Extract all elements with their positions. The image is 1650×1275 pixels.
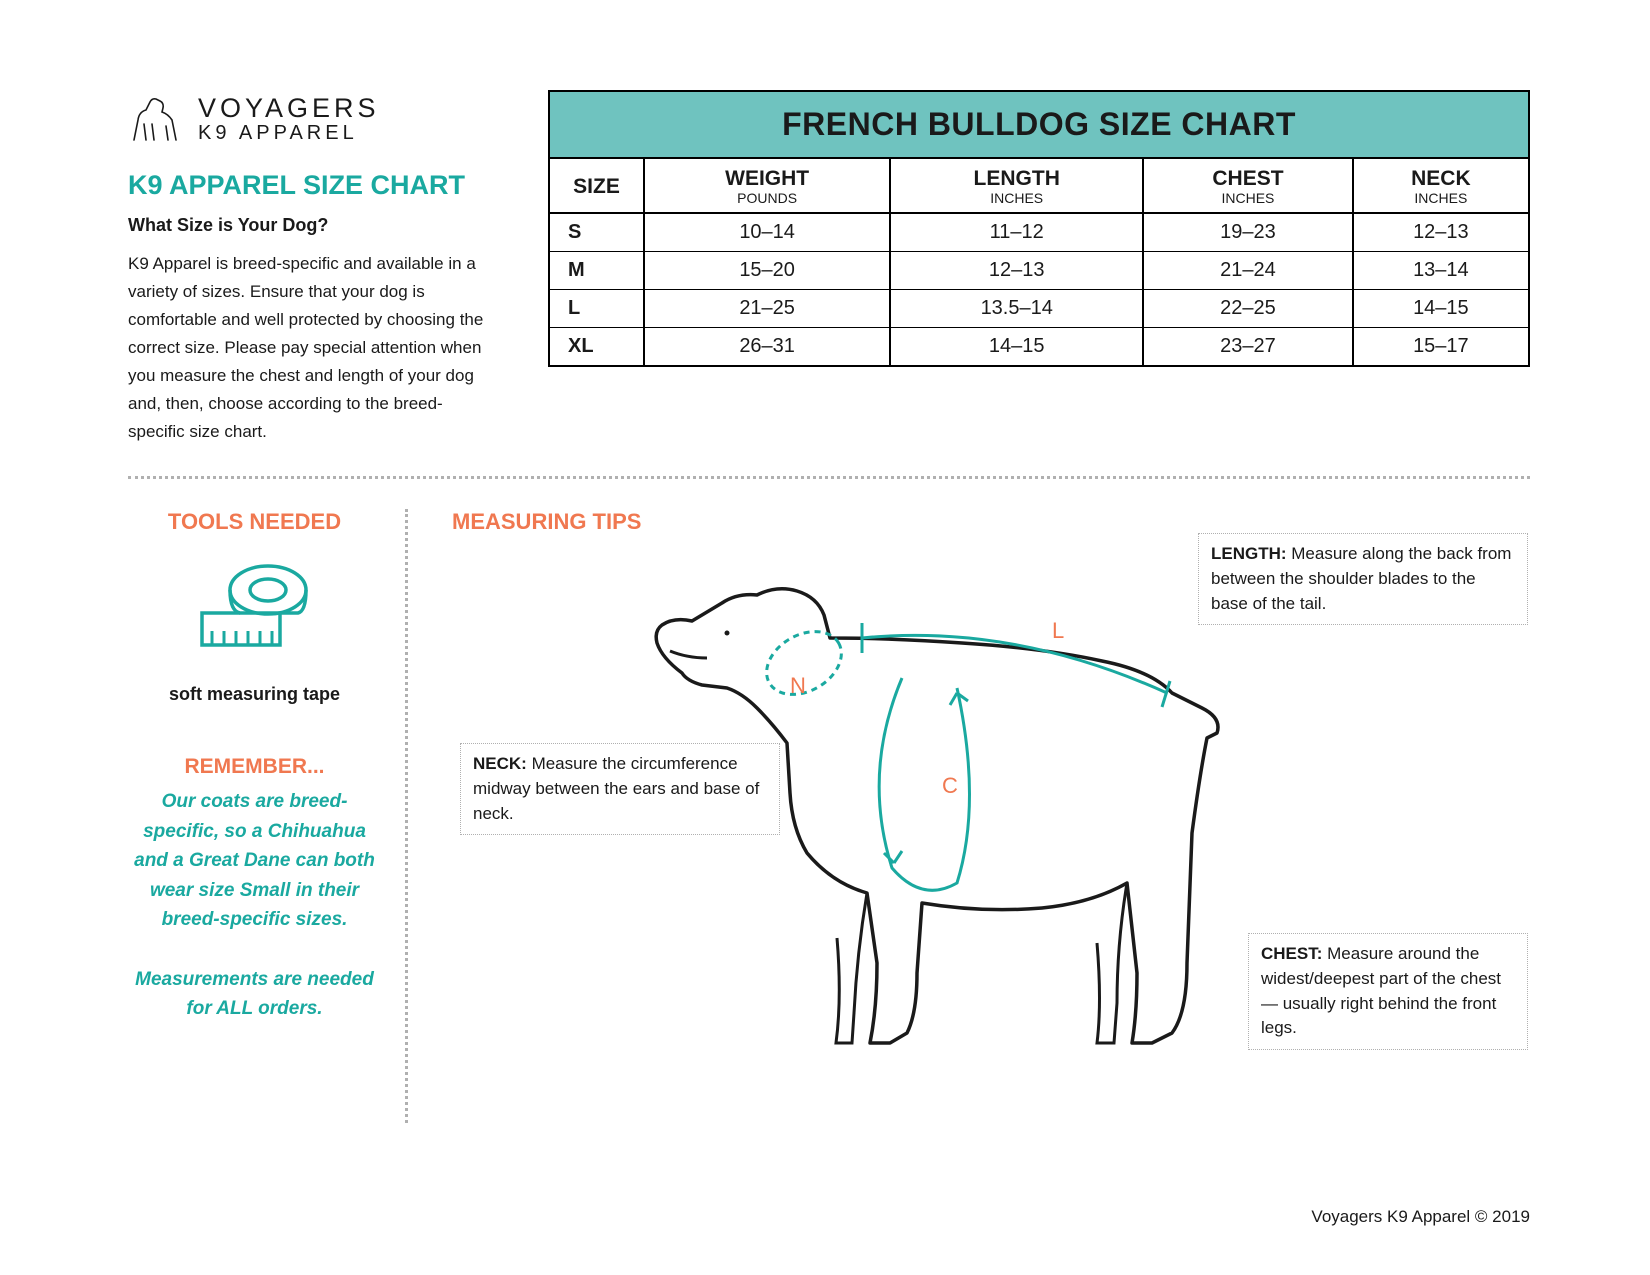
measuring-tape-icon [128, 555, 381, 670]
intro-paragraph: K9 Apparel is breed-specific and availab… [128, 250, 498, 446]
tip-neck: NECK: Measure the circumference midway b… [460, 743, 780, 835]
measuring-tips-heading: MEASURING TIPS [452, 509, 1530, 535]
brand-logo: VOYAGERS K9 APPAREL [128, 90, 498, 148]
table-row: XL26–3114–1523–2715–17 [549, 328, 1529, 367]
table-header-row: SIZE WEIGHTPOUNDS LENGTHINCHES CHESTINCH… [549, 158, 1529, 213]
size-chart-table: FRENCH BULLDOG SIZE CHART SIZE WEIGHTPOU… [548, 90, 1530, 367]
remember-body: Our coats are breed-specific, so a Chihu… [128, 787, 381, 934]
table-row: S10–1411–1219–2312–13 [549, 213, 1529, 252]
dog-logo-icon [128, 90, 186, 148]
tool-label: soft measuring tape [128, 684, 381, 705]
table-title: FRENCH BULLDOG SIZE CHART [549, 91, 1529, 158]
table-row: M15–2012–1321–2413–14 [549, 252, 1529, 290]
tools-heading: TOOLS NEEDED [128, 509, 381, 535]
brand-name-line1: VOYAGERS [198, 93, 380, 124]
page-title: K9 APPAREL SIZE CHART [128, 170, 498, 201]
marker-l: L [1052, 618, 1064, 644]
dog-diagram: N L C LENGTH: Measure along the back fro… [452, 543, 1530, 1123]
remember-body-2: Measurements are needed for ALL orders. [128, 965, 381, 1024]
section-divider [128, 476, 1530, 479]
sub-heading: What Size is Your Dog? [128, 215, 498, 236]
marker-c: C [942, 773, 958, 799]
remember-heading: REMEMBER... [128, 755, 381, 779]
table-row: L21–2513.5–1422–2514–15 [549, 290, 1529, 328]
tip-chest: CHEST: Measure around the widest/deepest… [1248, 933, 1528, 1050]
tip-length: LENGTH: Measure along the back from betw… [1198, 533, 1528, 625]
marker-n: N [790, 673, 806, 699]
brand-name-line2: K9 APPAREL [198, 122, 380, 145]
copyright-footer: Voyagers K9 Apparel © 2019 [1311, 1207, 1530, 1227]
